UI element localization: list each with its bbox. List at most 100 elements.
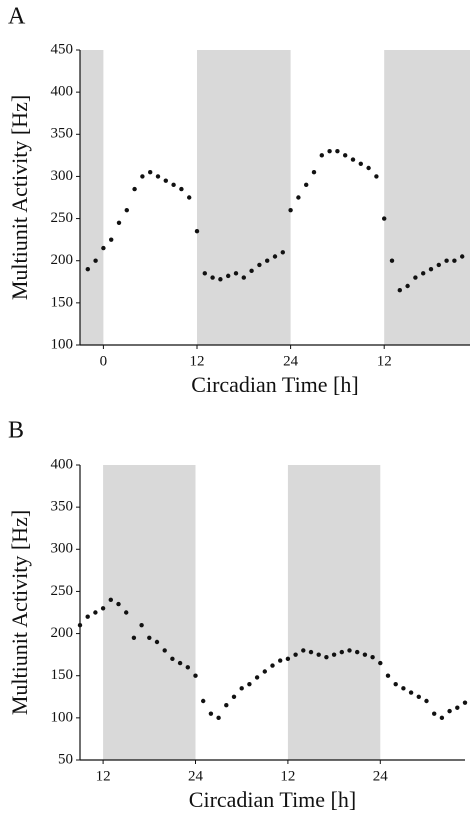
data-point	[201, 698, 206, 704]
x-tick-label: 12	[280, 768, 295, 784]
data-point	[316, 652, 321, 657]
data-point	[218, 277, 223, 282]
data-point	[447, 708, 452, 714]
data-point	[424, 698, 429, 704]
data-point	[278, 658, 283, 663]
y-tick-label: 400	[51, 84, 74, 100]
data-point	[210, 275, 215, 280]
data-point	[452, 258, 457, 263]
y-tick-label: 350	[51, 126, 74, 142]
data-point	[428, 266, 434, 272]
data-point	[85, 614, 90, 619]
data-point	[370, 654, 375, 660]
data-point	[462, 700, 468, 705]
y-tick-label: 300	[51, 541, 74, 557]
y-tick-label: 400	[51, 456, 74, 472]
y-tick-label: 150	[51, 667, 74, 683]
data-point	[432, 711, 437, 716]
data-point	[331, 652, 337, 657]
night-shading	[384, 50, 470, 345]
y-tick-label: 100	[51, 709, 74, 725]
data-point	[413, 275, 418, 280]
data-point	[241, 275, 246, 280]
data-point	[311, 170, 317, 175]
data-point	[177, 660, 183, 666]
y-tick-label: 300	[51, 168, 74, 184]
data-point	[216, 715, 221, 721]
data-point	[397, 288, 402, 293]
data-point	[257, 262, 262, 268]
data-point	[231, 694, 237, 699]
data-point	[374, 174, 379, 179]
data-point	[347, 648, 352, 653]
data-point	[247, 681, 252, 687]
x-tick-label: 24	[373, 768, 389, 784]
data-point	[401, 686, 406, 691]
data-point	[319, 153, 324, 158]
x-tick-label: 0	[100, 353, 108, 369]
data-point	[362, 652, 368, 657]
data-point	[187, 195, 192, 200]
night-shading	[80, 50, 104, 345]
data-point	[155, 174, 161, 179]
y-axis-label: Multiunit Activity [Hz]	[7, 510, 32, 715]
y-tick-label: 250	[51, 210, 74, 226]
x-tick-label: 12	[377, 353, 392, 369]
data-point	[124, 610, 129, 615]
data-point	[100, 606, 106, 611]
data-point	[85, 266, 91, 272]
data-point	[131, 635, 137, 640]
data-point	[239, 686, 244, 691]
data-point	[208, 711, 214, 716]
data-point	[163, 178, 168, 183]
data-point	[343, 153, 348, 158]
data-point	[408, 690, 414, 695]
data-point	[436, 262, 441, 268]
data-point	[193, 673, 198, 678]
y-tick-label: 150	[51, 294, 74, 310]
x-tick-label: 24	[283, 353, 299, 369]
data-point	[194, 229, 200, 234]
y-tick-label: 50	[58, 751, 73, 767]
data-point	[389, 258, 395, 263]
data-point	[280, 250, 285, 255]
y-tick-label: 200	[51, 252, 74, 268]
data-point	[224, 703, 229, 708]
y-tick-label: 350	[51, 499, 74, 515]
data-point	[185, 665, 190, 670]
data-point	[101, 245, 106, 251]
data-point	[350, 157, 356, 162]
data-point	[77, 622, 83, 628]
data-point	[421, 271, 426, 276]
x-axis-label: Circadian Time [h]	[191, 372, 358, 397]
data-point	[162, 648, 167, 653]
data-point	[272, 254, 278, 259]
panel-letter: A	[8, 4, 26, 30]
data-point	[124, 207, 129, 213]
data-point	[93, 258, 98, 263]
data-point	[416, 694, 421, 699]
y-tick-label: 250	[51, 583, 74, 599]
data-point	[405, 283, 410, 289]
data-point	[254, 675, 260, 680]
data-point	[293, 652, 298, 657]
data-point	[270, 663, 275, 668]
x-axis-label: Circadian Time [h]	[189, 787, 356, 812]
panel-letter: B	[8, 418, 24, 444]
data-point	[233, 271, 239, 276]
x-tick-label: 12	[96, 768, 111, 784]
data-point	[382, 216, 387, 221]
data-point	[393, 681, 398, 687]
data-point	[202, 271, 207, 276]
y-tick-label: 200	[51, 625, 74, 641]
data-point	[147, 635, 152, 640]
data-point	[132, 186, 137, 192]
data-point	[108, 597, 114, 603]
data-point	[139, 622, 144, 628]
data-point	[460, 254, 465, 259]
data-point	[439, 715, 445, 721]
data-point	[262, 669, 267, 674]
data-point	[444, 258, 449, 263]
data-point	[378, 660, 383, 666]
